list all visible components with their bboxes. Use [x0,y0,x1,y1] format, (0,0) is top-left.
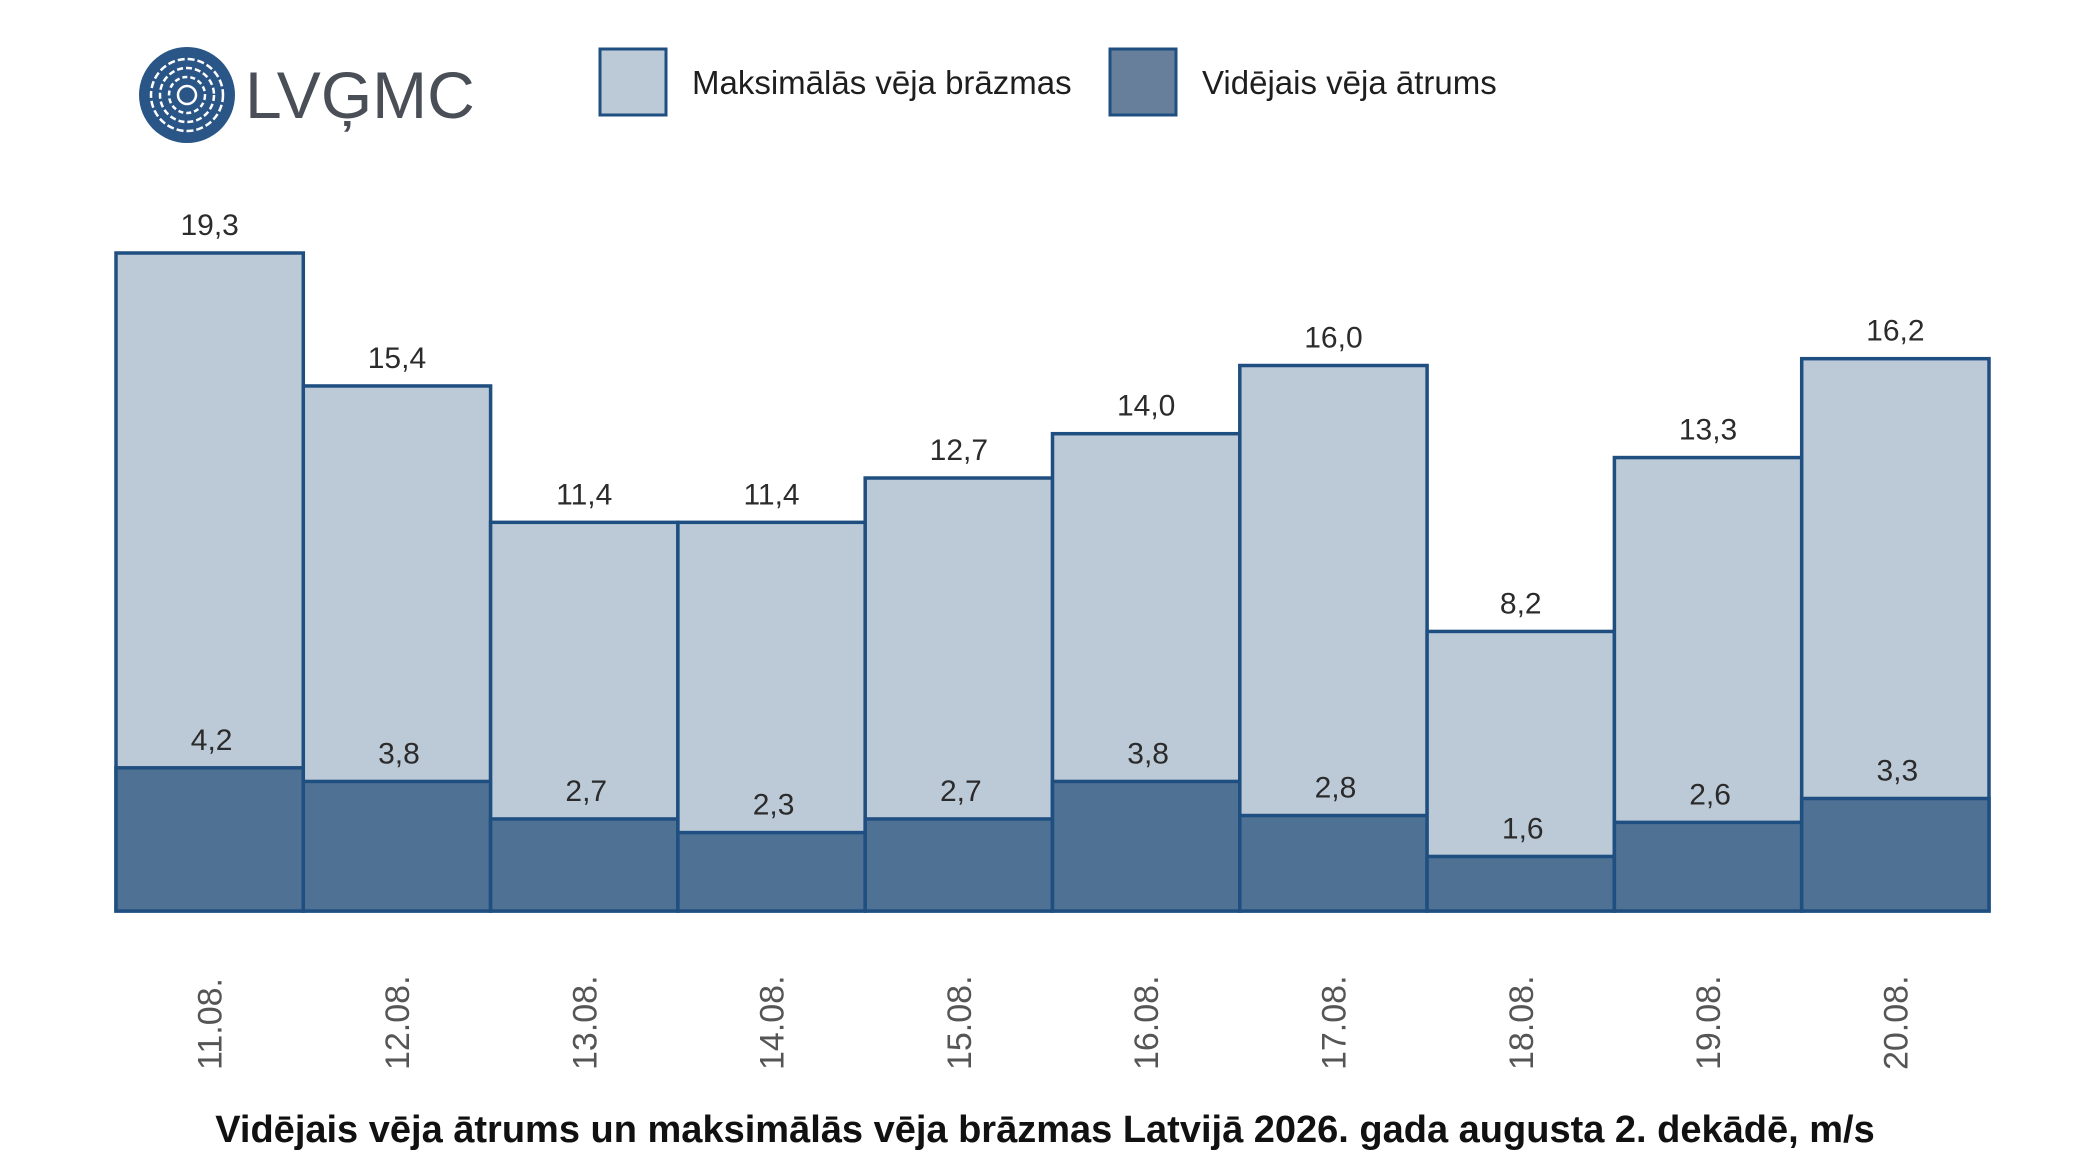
chart-title: Vidējais vēja ātrums un maksimālās vēja … [215,1109,1874,1151]
avg-speed-bar [488,817,680,913]
max-gust-value-label: 8,2 [1500,587,1542,620]
legend-swatch-max-gusts [598,47,668,117]
max-gust-value-label: 15,4 [368,342,426,375]
value-label-group: 19,3 4,2 15,4 3,8 11,4 2,7 11,4 2,3 12,7 2,7 14,0 3… [180,209,1924,845]
category-label: 12.08. [379,975,417,1070]
category-label: 20.08. [1877,975,1915,1070]
category-label-group: 11.08. 12.08. 13.08. 14.08. 15.08. 16.08. 17.0… [192,975,1916,1070]
avg-speed-bar [863,817,1055,913]
avg-speed-value-label: 2,7 [565,775,607,808]
avg-speed-bar [1612,820,1804,913]
avg-speed-value-label: 3,3 [1876,754,1918,787]
category-label: 16.08. [1128,975,1166,1070]
max-gust-value-label: 14,0 [1117,390,1175,423]
legend-label-max-gusts: Maksimālās vēja brāzmas [692,64,1072,101]
category-label: 17.08. [1315,975,1353,1070]
avg-speed-bar [1238,813,1429,913]
category-label: 15.08. [941,975,979,1070]
avg-speed-value-label: 2,3 [753,789,795,822]
category-label: 14.08. [754,975,792,1070]
bar-group [114,251,1991,913]
avg-speed-bar [1050,779,1242,913]
logo-text: LVĢMC [245,58,475,132]
max-gust-value-label: 19,3 [180,209,238,242]
category-label: 19.08. [1690,975,1728,1070]
avg-speed-value-label: 3,8 [378,737,420,770]
legend: Maksimālās vēja brāzmas Vidējais vēja āt… [598,47,1497,117]
max-gust-value-label: 12,7 [930,434,988,467]
avg-speed-value-label: 2,7 [940,775,982,808]
avg-speed-bar [1799,796,1991,913]
avg-speed-value-label: 1,6 [1502,812,1544,845]
avg-speed-bar [676,830,867,913]
max-gust-value-label: 11,4 [743,478,799,511]
avg-speed-value-label: 2,8 [1315,772,1357,805]
avg-speed-bar [301,779,493,913]
max-gust-value-label: 16,0 [1304,322,1362,355]
max-gust-value-label: 11,4 [556,478,612,511]
avg-speed-value-label: 2,6 [1689,778,1731,811]
avg-speed-bar [114,766,306,913]
avg-speed-value-label: 4,2 [191,724,233,757]
legend-label-avg-speed: Vidējais vēja ātrums [1202,64,1497,101]
category-label: 18.08. [1503,975,1541,1070]
lvgmc-swirl-logo-icon [139,47,235,143]
lvgmc-logo: LVĢMC [139,47,475,143]
category-label: 11.08. [192,978,230,1070]
max-gust-value-label: 13,3 [1679,414,1737,447]
avg-speed-bar [1425,854,1617,913]
category-label: 13.08. [566,975,604,1070]
max-gust-value-label: 16,2 [1866,315,1924,348]
avg-speed-value-label: 3,8 [1127,737,1169,770]
legend-swatch-avg-speed [1108,47,1178,117]
